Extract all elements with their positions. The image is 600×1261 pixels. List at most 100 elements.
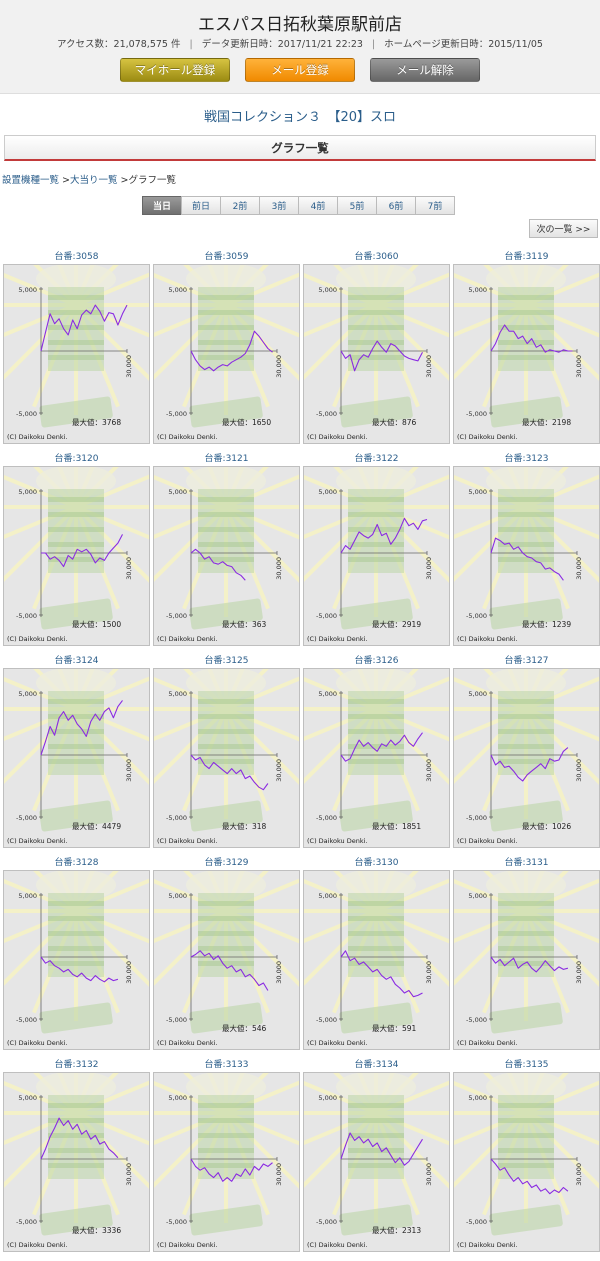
watermark-band (498, 355, 554, 360)
slump-graph[interactable]: 5,000 -5,000 30,000 最大値：1650 (C) Daikoku Den… (153, 264, 300, 444)
slump-graph[interactable]: 5,000 -5,000 30,000 最大値：4479 (C) Daikoku Den… (3, 668, 150, 848)
x-tick-label: 30,000 (125, 355, 133, 378)
max-value-label: 最大値：2919 (372, 619, 421, 629)
slump-graph[interactable]: 5,000 -5,000 30,000 最大値：1851 (C) Daikoku Den… (303, 668, 450, 848)
watermark-band (198, 901, 254, 906)
watermark-band (198, 527, 254, 532)
breadcrumb-machine-list[interactable]: 設置機種一覧 (2, 175, 60, 186)
day-tab-7-before[interactable]: 7前 (415, 196, 455, 215)
day-tab-6-before[interactable]: 6前 (376, 196, 416, 215)
breadcrumb-jackpot-list[interactable]: 大当り一覧 (70, 175, 118, 186)
slump-graph[interactable]: 5,000 -5,000 30,000 最大値：2198 (C) Daikoku Den… (453, 264, 600, 444)
graph-svg: 5,000 -5,000 30,000 最大値：1851 (C) Daikoku Den… (304, 669, 449, 845)
slump-graph[interactable]: 5,000 -5,000 30,000 最大値：363 (C) Daikoku Denk… (153, 466, 300, 646)
slump-graph[interactable]: 5,000 -5,000 30,000 (C) Daikoku Denki. (153, 1072, 300, 1252)
machine-number-link[interactable]: 台番:3127 (504, 656, 549, 666)
slump-graph[interactable]: 5,000 -5,000 30,000 (C) Daikoku Denki. (453, 1072, 600, 1252)
my-hall-register-button[interactable]: マイホール登録 (120, 58, 230, 82)
y-tick-label: 5,000 (18, 1094, 37, 1102)
max-value-number: 1851 (402, 822, 421, 831)
watermark-band (48, 729, 104, 734)
slump-line (190, 548, 246, 581)
machine-number-link[interactable]: 台番:3126 (354, 656, 399, 666)
machine-number-link[interactable]: 台番:3133 (204, 1060, 249, 1070)
slump-graph[interactable]: 5,000 -5,000 30,000 最大値：1026 (C) Daikoku Den… (453, 668, 600, 848)
watermark-band (198, 1148, 254, 1153)
machine-number-link[interactable]: 台番:3121 (204, 454, 249, 464)
slump-graph[interactable]: 5,000 -5,000 30,000 (C) Daikoku Denki. (3, 870, 150, 1050)
meta-separator: | (371, 39, 376, 50)
watermark-band (348, 325, 404, 330)
slump-graph[interactable]: 5,000 -5,000 30,000 最大値：591 (C) Daikoku Denk… (303, 870, 450, 1050)
slump-graph[interactable]: 5,000 -5,000 30,000 (C) Daikoku Denki. (453, 870, 600, 1050)
copyright-label: (C) Daikoku Denki. (7, 433, 68, 441)
slump-graph[interactable]: 5,000 -5,000 30,000 最大値：2919 (C) Daikoku Den… (303, 466, 450, 646)
machine-number-link[interactable]: 台番:3060 (354, 252, 399, 262)
machine-number-link[interactable]: 台番:3120 (54, 454, 99, 464)
slump-graph[interactable]: 5,000 -5,000 30,000 最大値：2313 (C) Daikoku Den… (303, 1072, 450, 1252)
slump-line (340, 517, 428, 554)
graph-svg: 5,000 -5,000 30,000 最大値：591 (C) Daikoku Denk… (304, 871, 449, 1047)
day-tab-today[interactable]: 当日 (142, 196, 182, 215)
y-tick-label: -5,000 (16, 1218, 37, 1226)
machine-number-link[interactable]: 台番:3058 (54, 252, 99, 262)
day-tab-5-before[interactable]: 5前 (337, 196, 377, 215)
watermark-band (348, 497, 404, 502)
machine-number-link[interactable]: 台番:3125 (204, 656, 249, 666)
slump-graph[interactable]: 5,000 -5,000 30,000 最大値：3768 (C) Daikoku Den… (3, 264, 150, 444)
machine-number-link[interactable]: 台番:3134 (354, 1060, 399, 1070)
machine-number-link[interactable]: 台番:3059 (204, 252, 249, 262)
breadcrumb-separator: > (117, 175, 129, 186)
slump-graph[interactable]: 5,000 -5,000 30,000 最大値：318 (C) Daikoku Denk… (153, 668, 300, 848)
day-tab-yesterday[interactable]: 前日 (181, 196, 221, 215)
slump-line (490, 747, 569, 782)
max-value-number: 591 (402, 1024, 417, 1033)
machine-number-link[interactable]: 台番:3119 (504, 252, 549, 262)
watermark-tray (339, 598, 413, 630)
slump-graph[interactable]: 5,000 -5,000 30,000 最大値：546 (C) Daikoku Denk… (153, 870, 300, 1050)
copyright-label: (C) Daikoku Denki. (307, 433, 368, 441)
machine-number-link[interactable]: 台番:3128 (54, 858, 99, 868)
watermark-background (454, 871, 599, 1034)
mail-cancel-button[interactable]: メール解除 (370, 58, 480, 82)
max-value-number: 546 (252, 1024, 267, 1033)
next-list-button[interactable]: 次の一覧 >> (529, 219, 598, 238)
watermark-band (48, 744, 104, 749)
slump-line (41, 534, 123, 568)
day-tab-2-before[interactable]: 2前 (220, 196, 260, 215)
x-tick-label: 30,000 (425, 1163, 433, 1186)
day-tab-3-before[interactable]: 3前 (259, 196, 299, 215)
x-tick-label: 30,000 (275, 961, 283, 984)
watermark-background (304, 1073, 449, 1236)
day-tab-4-before[interactable]: 4前 (298, 196, 338, 215)
watermark-band (348, 1148, 404, 1153)
copyright-label: (C) Daikoku Denki. (307, 1241, 368, 1249)
machine-number-link[interactable]: 台番:3131 (504, 858, 549, 868)
slump-graph[interactable]: 5,000 -5,000 30,000 最大値：1500 (C) Daikoku Den… (3, 466, 150, 646)
slump-line (340, 1132, 423, 1166)
watermark-band (198, 714, 254, 719)
watermark-band (498, 1148, 554, 1153)
slump-graph[interactable]: 5,000 -5,000 30,000 最大値：876 (C) Daikoku Denk… (303, 264, 450, 444)
machine-number-link[interactable]: 台番:3132 (54, 1060, 99, 1070)
slump-graph[interactable]: 5,000 -5,000 30,000 最大値：3336 (C) Daikoku Den… (3, 1072, 150, 1252)
watermark-tray (189, 1002, 263, 1034)
machine-number-link[interactable]: 台番:3124 (54, 656, 99, 666)
y-tick-label: 5,000 (468, 488, 487, 496)
machine-number-link[interactable]: 台番:3123 (504, 454, 549, 464)
machine-number-link[interactable]: 台番:3135 (504, 1060, 549, 1070)
machine-number-link[interactable]: 台番:3122 (354, 454, 399, 464)
machine-number-link[interactable]: 台番:3130 (354, 858, 399, 868)
copyright-label: (C) Daikoku Denki. (7, 635, 68, 643)
y-tick-label: 5,000 (168, 488, 187, 496)
watermark-band (48, 512, 104, 517)
slump-graph[interactable]: 5,000 -5,000 30,000 最大値：1239 (C) Daikoku Den… (453, 466, 600, 646)
watermark-band (198, 744, 254, 749)
watermark-band (198, 1133, 254, 1138)
max-value-label: 最大値：876 (372, 417, 417, 427)
mail-register-button[interactable]: メール登録 (245, 58, 355, 82)
graph-cell: 台番:3129 5,000 -5,000 30,000 最大値：546 (C) Daiko… (153, 853, 300, 1053)
breadcrumb-current: グラフ一覧 (128, 175, 177, 186)
machine-number-link[interactable]: 台番:3129 (204, 858, 249, 868)
graph-svg: 5,000 -5,000 30,000 最大値：2919 (C) Daikoku Den… (304, 467, 449, 643)
